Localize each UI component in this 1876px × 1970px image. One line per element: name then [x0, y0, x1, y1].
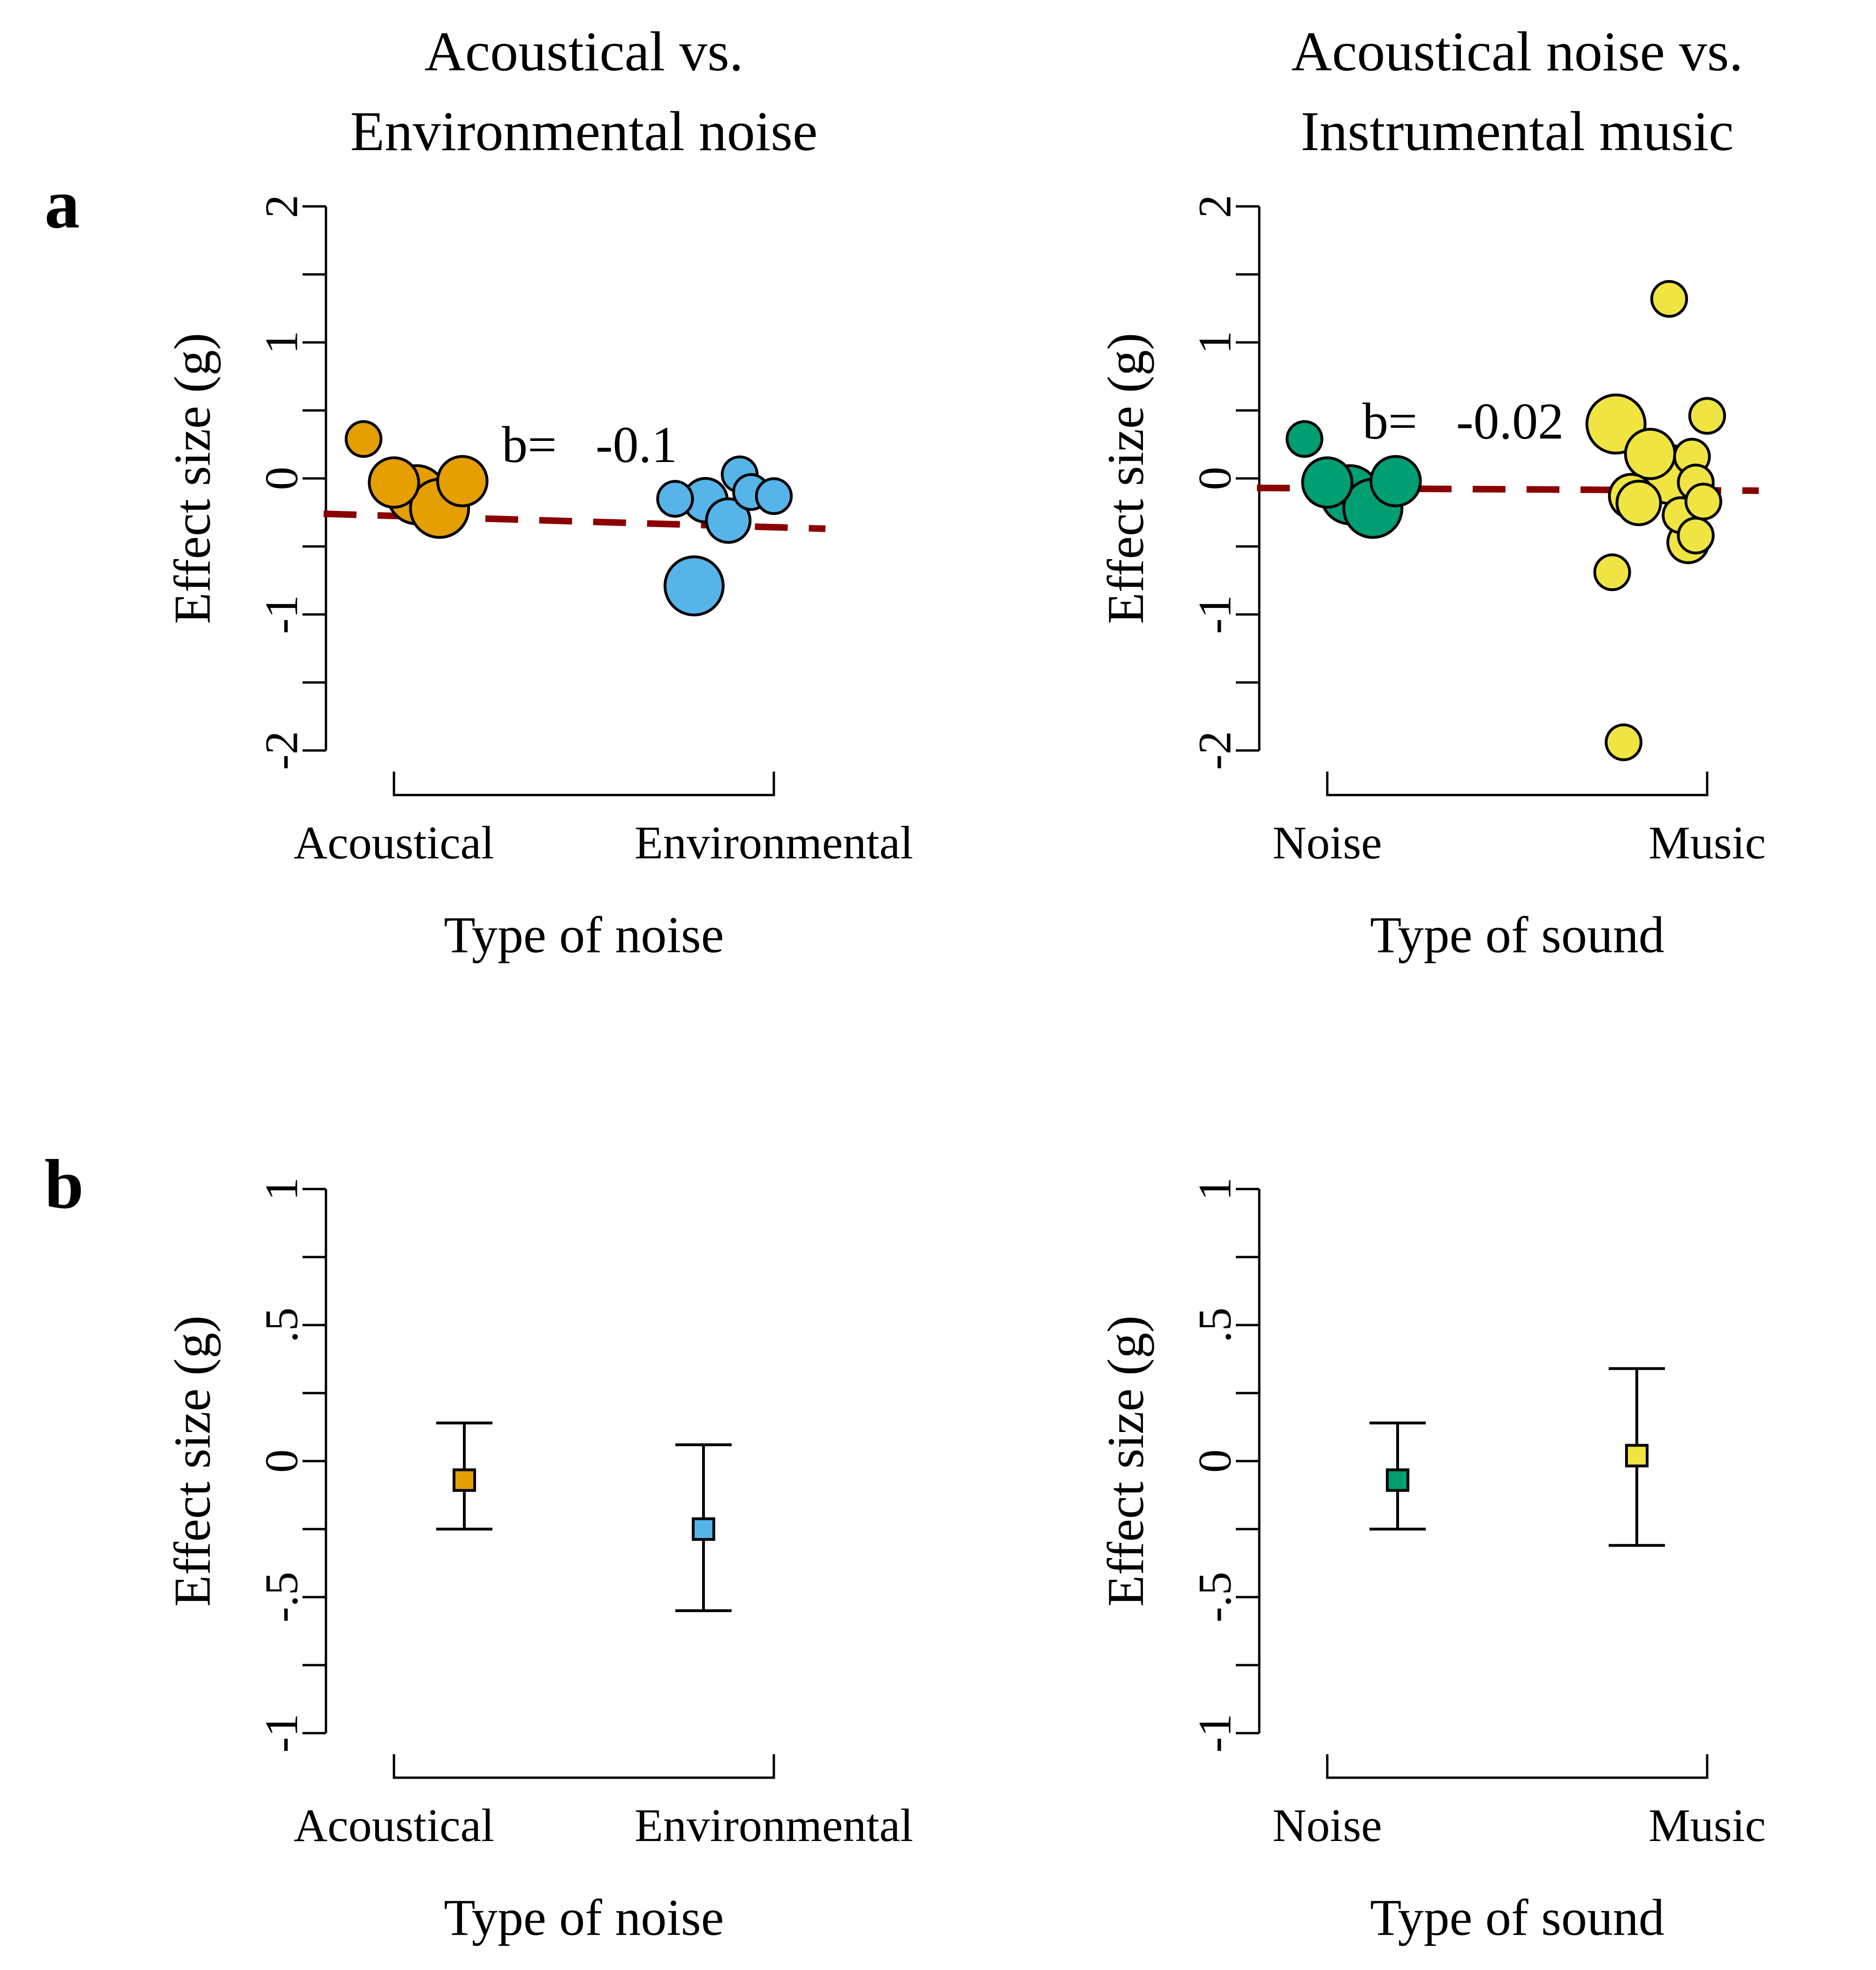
data-point-music: [1593, 553, 1631, 591]
y-axis-title: Effect size (g): [164, 1316, 221, 1607]
chart-title-line: Instrumental music: [1301, 100, 1733, 162]
data-point-acoustical: [345, 420, 383, 458]
slope-annotation-prefix: b=: [1362, 393, 1417, 450]
estimate-marker-acoustical: [453, 1468, 476, 1492]
y-tick-label: -.5: [256, 1572, 308, 1622]
x-category-label: Noise: [1272, 817, 1382, 869]
data-point-noise: [1286, 420, 1324, 458]
panel-letter-b: b: [45, 1145, 83, 1223]
y-axis-title: Effect size (g): [164, 333, 221, 624]
y-tick-label: 2: [1189, 195, 1241, 218]
data-point-environmental: [705, 497, 752, 544]
data-point-music: [1604, 723, 1643, 761]
chart-title-line: Environmental noise: [350, 100, 817, 162]
chart-1: Acoustical vs. Environmental noise 2 1 0 -1 -2…: [164, 20, 913, 963]
data-point-music: [1624, 428, 1677, 480]
x-axis-line: [1326, 1754, 1709, 1779]
data-point-music: [1650, 280, 1688, 318]
y-tick-label: 0: [1189, 467, 1241, 490]
charts-group: Acoustical vs. Environmental noise 2 1 0 -1 -2…: [164, 20, 1766, 1946]
data-point-noise: [1369, 455, 1422, 508]
data-point-environmental: [755, 477, 793, 515]
data-point-environmental: [656, 480, 694, 518]
data-point-environmental: [663, 555, 725, 617]
estimate-marker-music: [1625, 1444, 1649, 1468]
y-tick-label: 1: [256, 1177, 308, 1201]
data-point-acoustical: [368, 456, 420, 509]
slope-annotation-prefix: b=: [502, 416, 557, 473]
chart-4: 1 .5 0 -.5 -1 Effect size (g) Noise Music Type o…: [1097, 1177, 1766, 1946]
data-point-music: [1615, 479, 1662, 526]
y-tick-label: -1: [256, 1713, 308, 1752]
chart-3: 1 .5 0 -.5 -1 Effect size (g) Acoustical Enviro…: [164, 1177, 913, 1946]
chart-title-line: Acoustical vs.: [424, 20, 743, 83]
y-tick-label: -.5: [1189, 1572, 1241, 1622]
y-tick-label: .5: [256, 1308, 308, 1343]
x-axis-title: Type of noise: [444, 906, 724, 963]
y-tick-label: -1: [1189, 1713, 1241, 1752]
x-axis-title: Type of noise: [444, 1889, 724, 1946]
y-tick-label: 1: [1189, 331, 1241, 354]
x-category-label: Music: [1649, 1799, 1766, 1851]
x-category-label: Noise: [1272, 1799, 1382, 1851]
y-tick-label: -1: [256, 595, 308, 634]
x-category-label: Environmental: [635, 817, 913, 869]
y-axis-title: Effect size (g): [1097, 1316, 1154, 1607]
y-tick-label: 0: [256, 1449, 308, 1473]
estimate-marker-environmental: [692, 1517, 715, 1541]
x-axis-line: [1326, 772, 1709, 796]
x-axis-line: [393, 772, 775, 796]
data-point-acoustical: [436, 455, 489, 508]
x-axis-line: [393, 1754, 775, 1779]
y-tick-label: .5: [1189, 1308, 1241, 1343]
x-category-label: Music: [1649, 817, 1766, 869]
data-point-music: [1684, 483, 1723, 521]
estimate-marker-noise: [1386, 1468, 1409, 1492]
y-tick-label: 0: [256, 467, 308, 490]
y-tick-label: -2: [256, 731, 308, 770]
panel-letter-a: a: [45, 165, 80, 243]
y-tick-label: -1: [1189, 595, 1241, 634]
y-tick-label: 1: [1189, 1177, 1241, 1201]
y-tick-label: -2: [1189, 731, 1241, 770]
data-point-noise: [1301, 456, 1354, 509]
y-tick-label: 2: [256, 195, 308, 218]
slope-annotation-value: -0.1: [596, 416, 677, 473]
x-category-label: Environmental: [635, 1799, 913, 1851]
chart-2: Acoustical noise vs. Instrumental music 2 1…: [1097, 20, 1766, 963]
slope-annotation-value: -0.02: [1456, 393, 1564, 450]
x-category-label: Acoustical: [294, 1799, 494, 1851]
data-point-music: [1677, 516, 1715, 555]
x-category-label: Acoustical: [294, 817, 494, 869]
y-axis-title: Effect size (g): [1097, 333, 1154, 624]
data-point-music: [1688, 397, 1726, 435]
chart-title-line: Acoustical noise vs.: [1291, 20, 1743, 83]
x-axis-title: Type of sound: [1370, 1889, 1664, 1946]
x-axis-title: Type of sound: [1370, 906, 1664, 963]
y-tick-label: 1: [256, 331, 308, 354]
y-tick-label: 0: [1189, 1449, 1241, 1473]
